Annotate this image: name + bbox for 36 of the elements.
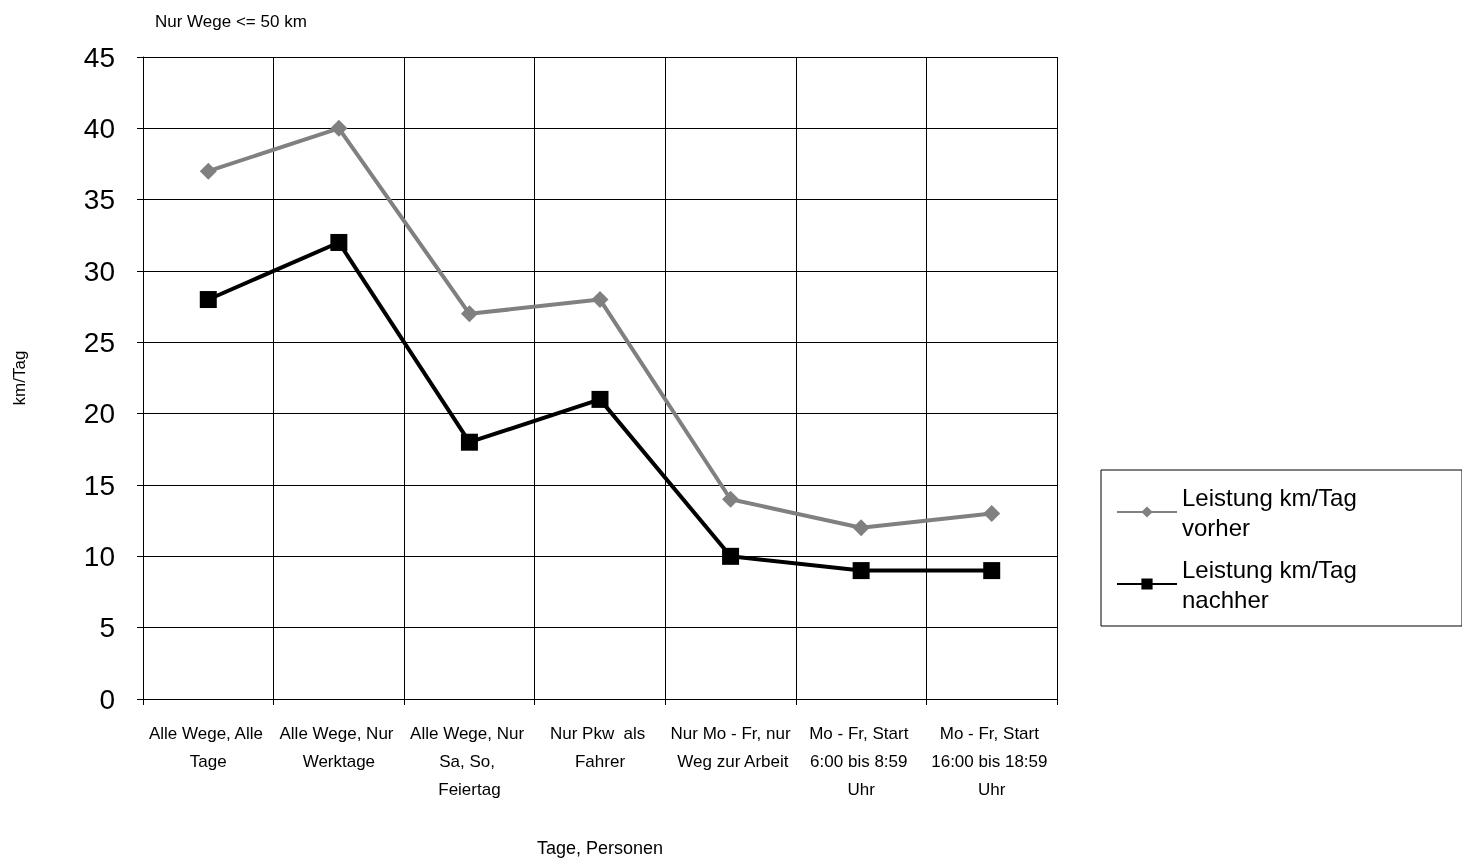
point [330, 233, 348, 251]
x-tick-label: Alle Wege, Nur Werktage [279, 723, 399, 771]
point [852, 562, 870, 580]
point [983, 562, 1001, 580]
point [852, 519, 870, 537]
y-axis-title: km/Tag [10, 350, 29, 406]
point [460, 433, 478, 451]
x-tick-label: Alle Wege, Nur Sa, So, Feiertag [410, 723, 529, 799]
y-tick-label: 45 [83, 41, 115, 73]
x-axis-title: Tage, Personen [536, 838, 664, 858]
point [199, 291, 217, 309]
y-tick-label: 40 [83, 112, 115, 144]
point [330, 119, 348, 137]
point [460, 305, 478, 323]
y-tick-label: 5 [99, 612, 115, 644]
chart-title: Nur Wege <= 50 km [155, 12, 307, 31]
legend-label: Leistung km/Tag vorher [1182, 483, 1364, 541]
x-tick-label: Nur Pkw als Fahrer [549, 723, 651, 771]
y-tick-label: 10 [83, 540, 115, 572]
point [722, 547, 740, 565]
y-tick-label: 15 [83, 469, 115, 501]
legend-label: Leistung km/Tag nachher [1182, 555, 1364, 613]
point [199, 162, 217, 180]
point [591, 390, 609, 408]
y-tick-label: 20 [83, 398, 115, 430]
y-tick-label: 25 [83, 326, 115, 358]
y-tick-label: 30 [83, 255, 115, 287]
point [722, 490, 740, 508]
x-tick-label: Mo - Fr, Start 16:00 bis 18:59 Uhr [931, 723, 1053, 799]
x-tick-label: Nur Mo - Fr, nur Weg zur Arbeit [670, 723, 791, 771]
point [983, 505, 1001, 523]
y-tick-label: 0 [99, 683, 115, 715]
x-tick-label: Alle Wege, Alle Tage [148, 723, 268, 771]
y-tick-label: 35 [83, 184, 115, 216]
point [591, 291, 609, 309]
x-tick-label: Mo - Fr, Start 6:00 bis 8:59 Uhr [809, 723, 914, 799]
